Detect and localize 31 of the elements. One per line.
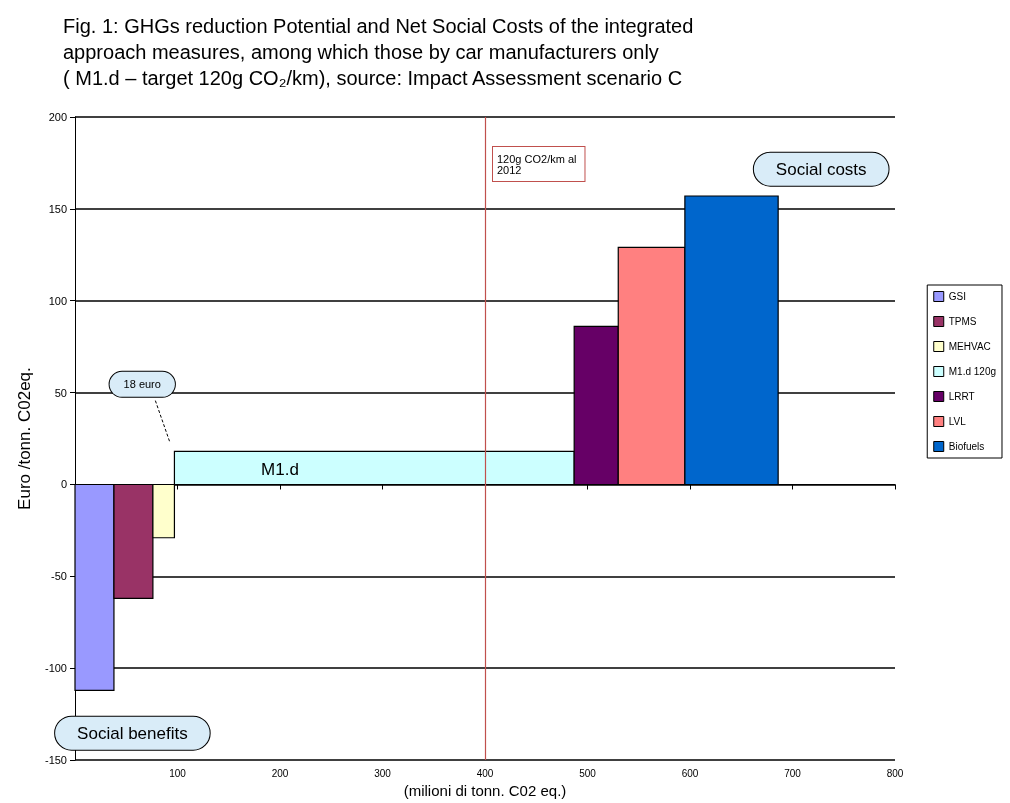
x-tick-label: 600	[681, 767, 699, 779]
x-tick-label: 800	[886, 767, 904, 779]
x-tick-label: 300	[374, 767, 392, 779]
y-tick-label: 150	[48, 202, 67, 215]
annotation: 18 euro	[123, 378, 161, 391]
y-tick-label: -50	[51, 570, 67, 583]
legend-label: MEHVAC	[948, 341, 991, 352]
x-tick-label: 200	[271, 767, 289, 779]
y-axis-title: Euro /tonn. C02eq.	[15, 367, 34, 510]
annotation: Social benefits	[77, 723, 188, 743]
chart-title: Fig. 1: GHGs reduction Potential and Net Social Costs of the integrated approach measures, among which those by car manufacturers only ( M1.d – target 120g CO₂/km), source: Impact Assessment scenario C	[63, 15, 694, 89]
x-tick-label: 700	[784, 767, 802, 779]
y-tick-label: -100	[44, 662, 67, 675]
y-tick-label: 100	[48, 294, 67, 307]
annotation: M1.d	[261, 459, 299, 479]
ref-line-label: 120g CO2/km al 2012	[497, 152, 577, 176]
x-axis-title: (milioni di tonn. C02 eq.)	[403, 782, 567, 799]
y-tick-label: -150	[44, 754, 67, 767]
legend-label: Biofuels	[948, 441, 985, 452]
legend-label: M1.d 120g	[948, 366, 997, 377]
legend-label: GSI	[948, 291, 966, 302]
x-tick-label: 400	[476, 767, 494, 779]
y-tick-label: 200	[48, 111, 67, 123]
annotation: Social costs	[775, 159, 867, 179]
legend-label: LRRT	[948, 391, 975, 402]
legend-label: TPMS	[948, 316, 977, 327]
legend-label: LVL	[948, 416, 967, 427]
y-tick-label: 50	[54, 386, 67, 399]
y-tick-label: 0	[60, 478, 67, 491]
x-tick-label: 500	[579, 767, 597, 779]
x-tick-label: 100	[169, 767, 187, 779]
